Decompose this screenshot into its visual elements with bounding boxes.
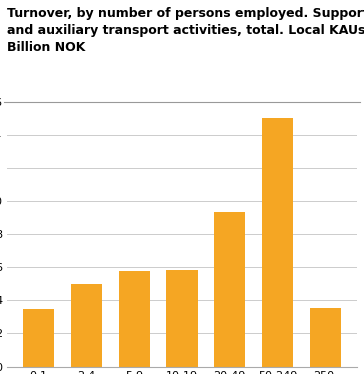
Bar: [214, 212, 245, 367]
Bar: [166, 270, 198, 367]
Bar: [310, 308, 341, 367]
Bar: [262, 119, 293, 367]
Bar: [119, 272, 150, 367]
Bar: [23, 309, 54, 367]
Text: Turnover, by number of persons employed. Supporting
and auxiliary transport acti: Turnover, by number of persons employed.…: [7, 7, 364, 55]
Bar: [71, 284, 102, 367]
